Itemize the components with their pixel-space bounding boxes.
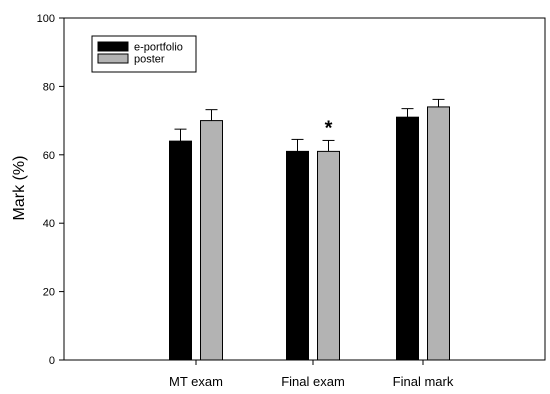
legend-swatch	[97, 41, 129, 52]
x-tick-label: MT exam	[169, 374, 223, 389]
y-tick-label: 80	[43, 81, 55, 93]
x-tick-label: Final exam	[281, 374, 345, 389]
bar-e-portfolio-0	[169, 140, 192, 361]
x-tick-label: Final mark	[393, 374, 454, 389]
significance-marker: *	[325, 117, 333, 139]
legend-label: e-portfolio	[134, 42, 183, 54]
legend-label: poster	[134, 54, 165, 66]
bar-e-portfolio-2	[396, 116, 419, 361]
y-tick-label: 40	[43, 218, 55, 230]
bar-poster-2	[427, 106, 450, 361]
y-tick-label: 20	[43, 287, 55, 299]
y-axis-label: Mark (%)	[11, 156, 28, 221]
y-tick-label: 100	[37, 13, 55, 25]
bars: *	[169, 98, 450, 361]
legend-swatch	[97, 53, 129, 64]
bar-poster-1	[317, 150, 340, 361]
y-tick-label: 60	[43, 150, 55, 162]
bar-e-portfolio-1	[286, 150, 309, 361]
y-tick-label: 0	[49, 355, 55, 367]
bar-poster-0	[200, 120, 223, 361]
tick-labels: 0 20 40 60 80 100 MT exam Final exam Final mark	[37, 13, 454, 389]
